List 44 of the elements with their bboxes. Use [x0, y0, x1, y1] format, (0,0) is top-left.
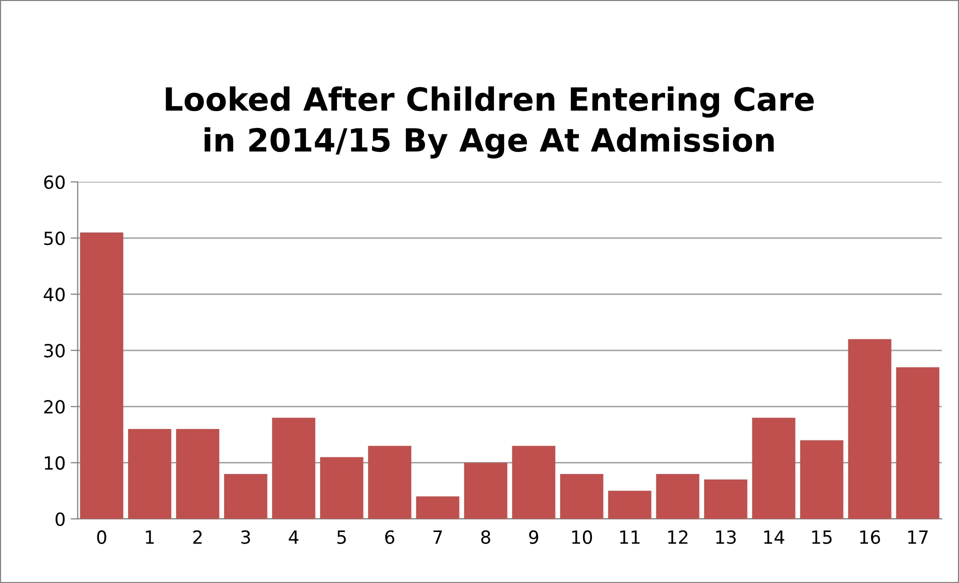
bar: [512, 446, 556, 519]
chart-title: Looked After Children Entering Care in 2014/15 By Age At Admission: [166, 86, 814, 158]
x-tick-label: 9: [529, 530, 538, 544]
bar: [848, 339, 892, 519]
bar: [608, 490, 652, 519]
bar: [368, 446, 412, 519]
bar: [80, 232, 124, 519]
x-tick-label: 0: [97, 530, 106, 544]
bar: [656, 474, 700, 519]
x-tick-label: 11: [620, 530, 640, 544]
y-tick-label: 30: [44, 344, 65, 358]
bar: [176, 429, 220, 519]
bar: [224, 474, 268, 519]
x-tick-label: 3: [241, 530, 250, 544]
x-tick-label: 7: [433, 530, 442, 544]
bar: [560, 474, 604, 519]
bar: [704, 480, 748, 519]
x-tick-label: 6: [385, 530, 394, 544]
bar: [128, 429, 172, 519]
y-tick-label: 50: [44, 232, 65, 246]
y-tick-label: 20: [44, 400, 65, 414]
x-tick-label: 5: [337, 530, 346, 544]
bar: [320, 457, 364, 519]
bar: [416, 496, 460, 519]
x-tick-label: 8: [481, 530, 490, 544]
y-tick-label: 60: [44, 175, 65, 190]
x-tick-label: 12: [668, 530, 688, 544]
x-tick-label: 15: [812, 530, 832, 544]
y-tick-label: 40: [44, 288, 65, 302]
y-tick-label: 0: [56, 512, 65, 526]
x-tick-label: 17: [908, 530, 928, 544]
bar: [272, 418, 316, 519]
y-tick-label: 10: [44, 456, 65, 470]
x-tick-label: 4: [288, 530, 298, 544]
x-tick-label: 2: [193, 530, 202, 544]
x-tick-label: 1: [146, 530, 154, 544]
x-tick-label: 16: [860, 530, 880, 544]
bar: [464, 462, 508, 519]
bar: [896, 367, 940, 519]
x-tick-label: 10: [572, 530, 592, 544]
x-tick-label: 13: [716, 530, 736, 544]
bar: [800, 440, 844, 519]
bar: [752, 418, 796, 519]
x-tick-label: 14: [764, 530, 784, 544]
